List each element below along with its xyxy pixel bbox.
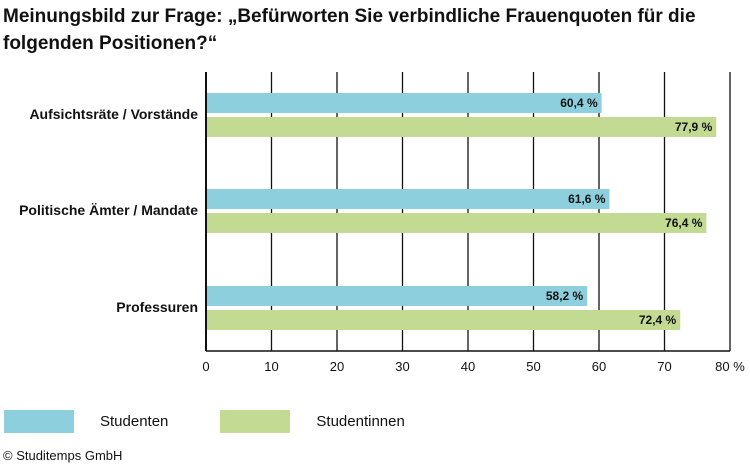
bars (207, 93, 717, 330)
bar-studenten-1 (207, 189, 610, 209)
value-label-studenten-1: 61,6 % (568, 192, 606, 206)
x-tick-label-50: 50 (526, 359, 540, 374)
legend-item-studenten: Studenten (4, 409, 169, 433)
bar-studentinnen-2 (207, 310, 681, 330)
legend-label-studentinnen: Studentinnen (316, 412, 405, 430)
value-label-studenten-0: 60,4 % (560, 96, 598, 110)
x-tick-label-30: 30 (395, 359, 409, 374)
category-label-0: Aufsichtsräte / Vorstände (29, 106, 198, 122)
category-label-2: Professuren (116, 299, 198, 315)
bar-studenten-0 (207, 93, 602, 113)
legend-swatch-studentinnen (220, 409, 291, 433)
value-label-studentinnen-2: 72,4 % (639, 313, 677, 327)
copyright-note: © Studitemps GmbH (3, 448, 123, 463)
legend-item-studentinnen: Studentinnen (220, 409, 405, 433)
x-tick-label-60: 60 (592, 359, 606, 374)
legend: Studenten Studentinnen (4, 408, 457, 434)
legend-swatch-studenten (4, 409, 74, 433)
x-tick-label-70: 70 (657, 359, 671, 374)
value-label-studentinnen-1: 76,4 % (665, 216, 703, 230)
legend-label-studenten: Studenten (100, 412, 169, 430)
category-label-1: Politische Ämter / Mandate (19, 202, 198, 218)
x-tick-label-20: 20 (330, 359, 344, 374)
bar-studentinnen-0 (207, 117, 717, 137)
x-tick-label-80: 80 % (715, 359, 745, 374)
x-tick-label-0: 0 (202, 359, 209, 374)
value-label-studenten-2: 58,2 % (546, 289, 584, 303)
labels: 0 10 20 30 40 50 60 70 80 % Aufsichtsräte / Vorst… (19, 96, 745, 374)
grid-lines (205, 72, 731, 352)
bar-studenten-2 (207, 286, 588, 306)
bar-chart: 0 10 20 30 40 50 60 70 80 % Aufsichtsräte / Vorst… (19, 72, 745, 374)
x-tick-label-10: 10 (264, 359, 278, 374)
x-tick-label-40: 40 (461, 359, 475, 374)
bar-studentinnen-1 (207, 213, 707, 233)
value-label-studentinnen-0: 77,9 % (675, 120, 713, 134)
chart-title: Meinungsbild zur Frage: „Befürworten Sie… (3, 6, 696, 54)
